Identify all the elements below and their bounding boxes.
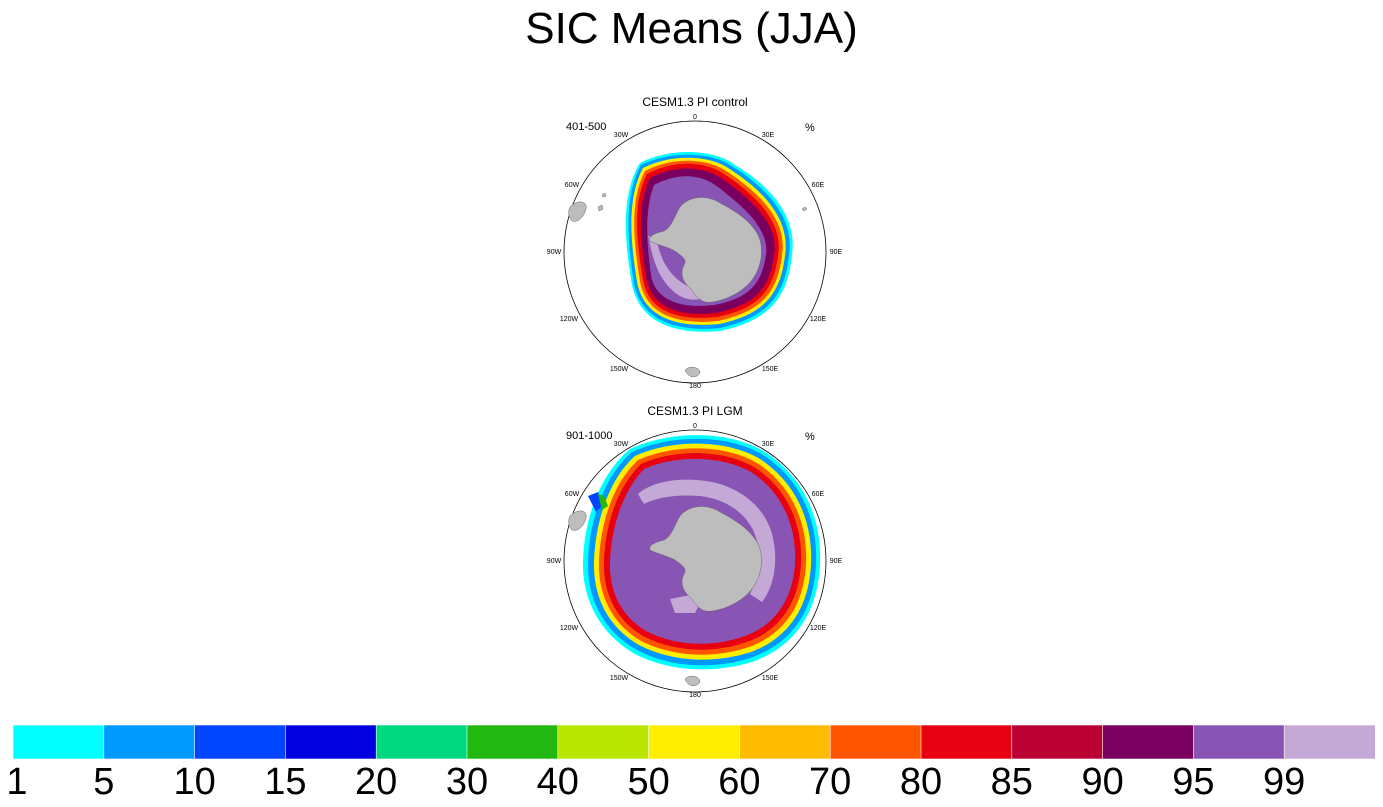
colorbar-tick-15: 15 (264, 761, 307, 803)
lon-label-0: 0 (693, 423, 697, 430)
lon-label-30w: 30W (614, 132, 629, 139)
lon-label-90e: 90E (830, 249, 843, 256)
lon-label-180: 180 (689, 692, 701, 699)
lon-label-30e: 30E (762, 441, 775, 448)
lon-label-180: 180 (689, 383, 701, 390)
colorbar-swatch-5 (466, 725, 559, 759)
colorbar-tick-85: 85 (990, 761, 1033, 803)
colorbar-swatch-3 (285, 725, 377, 759)
colorbar-swatch-9 (829, 725, 922, 759)
colorbar-swatch-11 (1011, 725, 1104, 759)
lon-label-120w: 120W (560, 316, 579, 323)
figure-title: SIC Means (JJA) (525, 4, 858, 53)
unit-label: % (805, 122, 815, 134)
colorbar-tick-90: 90 (1081, 761, 1124, 803)
lon-label-120e: 120E (810, 625, 827, 632)
colorbar-swatch-7 (648, 725, 741, 759)
lon-label-30e: 30E (762, 132, 775, 139)
lon-label-0: 0 (693, 114, 697, 121)
colorbar-swatch-0 (13, 725, 105, 759)
polar-map-pi-lgm: 0 30E 60E 90E 120E 150E 180 150W 120W 90… (547, 423, 843, 699)
colorbar-swatch-10 (920, 725, 1013, 759)
colorbar-tick-60: 60 (718, 761, 761, 803)
period-label: 901-1000 (566, 430, 613, 442)
colorbar-tick-40: 40 (536, 761, 579, 803)
lon-label-150e: 150E (762, 675, 779, 682)
panel-pi-lgm: CESM1.3 PI LGM 901-1000 % 0 30E 60E 90E … (540, 404, 860, 704)
colorbar-tick-80: 80 (899, 761, 943, 803)
colorbar-tick-99: 99 (1263, 761, 1306, 803)
colorbar-tick-50: 50 (627, 761, 670, 803)
unit-label: % (805, 431, 815, 443)
lon-label-60e: 60E (812, 491, 825, 498)
lon-label-120w: 120W (560, 625, 579, 632)
lon-label-90w: 90W (547, 249, 562, 256)
colorbar-tick-20: 20 (355, 761, 398, 803)
colorbar-swatch-13 (1193, 725, 1286, 759)
colorbar-tick-1: 1 (6, 761, 28, 803)
lon-label-90w: 90W (547, 558, 562, 565)
colorbar-tick-labels: 1 5 10 15 20 30 40 50 60 70 80 85 90 95 99 (0, 760, 1383, 804)
lon-label-90e: 90E (830, 558, 843, 565)
colorbar-swatch-8 (739, 725, 832, 759)
lon-label-120e: 120E (810, 316, 827, 323)
colorbar-tick-95: 95 (1172, 761, 1215, 803)
colorbar-tick-10: 10 (173, 761, 216, 803)
panel-title: CESM1.3 PI control (642, 95, 748, 109)
colorbar-swatch-12 (1102, 725, 1195, 759)
colorbar-tick-5: 5 (93, 761, 115, 803)
panel-title: CESM1.3 PI LGM (647, 404, 743, 418)
colorbar-swatch-4 (375, 725, 468, 759)
colorbar-swatch-2 (194, 725, 287, 759)
polar-map-pi-control: 0 30E 60E 90E 120E 150E 180 150W 120W 90… (547, 114, 843, 390)
period-label: 401-500 (566, 121, 607, 133)
colorbar-swatch-1 (103, 725, 196, 759)
lon-label-60e: 60E (812, 182, 825, 189)
lon-label-150w: 150W (610, 366, 629, 373)
colorbar-tick-30: 30 (445, 761, 489, 803)
colorbar-tick-70: 70 (809, 761, 852, 803)
colorbar-swatch-14 (1283, 725, 1375, 759)
colorbar (13, 725, 1375, 759)
colorbar-swatch-6 (557, 725, 650, 759)
lon-label-60w: 60W (565, 182, 580, 189)
lon-label-60w: 60W (565, 491, 580, 498)
panel-pi-control: CESM1.3 PI control 401-500 % 0 30E 60E 9… (540, 95, 860, 395)
lon-label-30w: 30W (614, 441, 629, 448)
lon-label-150e: 150E (762, 366, 779, 373)
lon-label-150w: 150W (610, 675, 629, 682)
